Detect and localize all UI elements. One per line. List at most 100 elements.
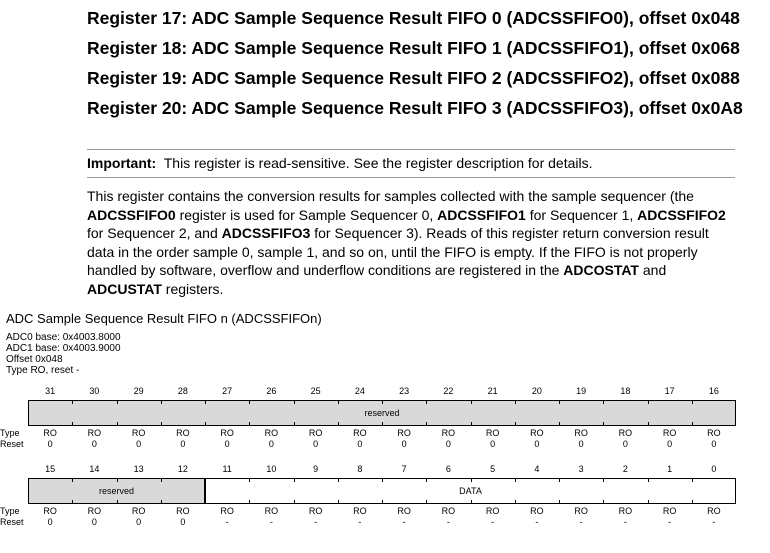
upper-bit-number: 29 — [133, 386, 144, 396]
lower-bit-tick — [514, 500, 516, 504]
lower-bit-number: 11 — [222, 464, 232, 474]
lower-bit-tick — [249, 500, 251, 504]
upper-bit-tick — [382, 422, 383, 426]
upper-bit-tick — [337, 422, 339, 426]
upper-bit-number: 22 — [443, 386, 454, 396]
upper-bit-tick — [647, 400, 649, 404]
lower-bit-tick — [249, 478, 251, 482]
upper-reset-value: 0 — [578, 439, 584, 449]
register-17-heading: Register 17: ADC Sample Sequence Result … — [87, 8, 740, 28]
offset-label: Offset 0x048 — [6, 354, 63, 365]
lower-bit-tick — [426, 478, 428, 482]
lower-bit-tick — [205, 500, 206, 504]
upper-bit-tick — [293, 400, 295, 404]
upper-bit-tick — [470, 400, 472, 404]
lower-bit-tick — [647, 500, 649, 504]
upper-reset-value: 0 — [534, 439, 540, 449]
lower-reset-value: - — [402, 517, 406, 527]
upper-bit-number: 23 — [399, 386, 410, 396]
upper-bit-tick — [116, 400, 118, 404]
lower-bit-number: 6 — [445, 464, 451, 474]
lower-bit-tick — [160, 500, 162, 504]
important-top-rule — [87, 149, 735, 150]
register-19-heading: Register 19: ADC Sample Sequence Result … — [87, 68, 740, 88]
lower-type-value: RO — [43, 506, 57, 516]
upper-reset-value: 0 — [445, 439, 451, 449]
lower-bit-number: 13 — [133, 464, 144, 474]
lower-type-value: RO — [353, 506, 367, 516]
lower-bit-number: 14 — [89, 464, 100, 474]
upper-bit-number: 24 — [354, 386, 365, 396]
important-text: This register is read-sensitive. See the… — [163, 155, 593, 171]
reg-name-ustat: ADCUSTAT — [87, 280, 162, 297]
register-20-heading: Register 20: ADC Sample Sequence Result … — [87, 98, 743, 118]
lower-type-value: RO — [397, 506, 411, 516]
lower-reset-value: - — [535, 517, 539, 527]
upper-type-value: RO — [618, 428, 633, 438]
lower-bit-tick — [116, 500, 118, 504]
lower-bit-tick — [691, 500, 693, 504]
upper-type-value: RO — [87, 428, 102, 438]
upper-reset-value: 0 — [622, 439, 628, 449]
upper-bit-number: 26 — [266, 386, 277, 396]
upper-type-label: Type — [0, 428, 20, 438]
lower-bit-tick — [293, 478, 295, 482]
lower-type-value: RO — [530, 506, 544, 516]
lower-type-value: RO — [662, 506, 677, 516]
lower-bit-tick — [160, 478, 162, 482]
upper-bit-tick — [603, 400, 605, 404]
upper-reset-value: 0 — [667, 439, 673, 449]
upper-reset-value: 0 — [490, 439, 496, 449]
upper-bit-tick — [691, 400, 693, 404]
lower-bit-tick — [116, 478, 118, 482]
upper-reset-value: 0 — [224, 439, 230, 449]
upper-reset-value: 0 — [711, 439, 717, 449]
lower-type-value: RO — [176, 506, 190, 516]
lower-bit-number: 0 — [711, 464, 717, 474]
adc0-base: ADC0 base: 0x4003.8000 — [6, 332, 121, 343]
lower-bit-tick — [72, 478, 74, 482]
lower-type-value: RO — [574, 506, 588, 516]
upper-bit-number: 18 — [620, 386, 631, 396]
lower-bit-tick — [514, 478, 516, 482]
upper-reset-value: 0 — [401, 439, 407, 449]
lower-type-value: RO — [707, 506, 721, 516]
important-note: Important: This register is read-sensiti… — [87, 154, 737, 172]
lower-bit-number: 2 — [622, 464, 628, 474]
upper-type-value: RO — [176, 428, 190, 438]
upper-bit-number: 25 — [310, 386, 321, 396]
lower-bit-number: 4 — [534, 464, 540, 474]
lower-reset-value: - — [446, 517, 450, 527]
lower-reset-value: - — [623, 517, 627, 527]
lower-bit-tick — [205, 478, 206, 482]
upper-type-value: RO — [353, 428, 367, 438]
lower-type-label: Type — [0, 506, 20, 516]
lower-type-value: RO — [264, 506, 279, 516]
upper-bit-number: 16 — [708, 386, 719, 396]
reg-name-fifo1: ADCSSFIFO1 — [437, 206, 526, 223]
upper-reset-value: 0 — [47, 439, 53, 449]
lower-reset-value: - — [225, 517, 229, 527]
upper-type-value: RO — [397, 428, 411, 438]
reg-name-fifo2: ADCSSFIFO2 — [637, 206, 726, 223]
upper-type-value: RO — [441, 428, 456, 438]
upper-bit-number: 20 — [531, 386, 542, 396]
register-18-heading: Register 18: ADC Sample Sequence Result … — [87, 38, 740, 58]
lower-bit-tick — [470, 478, 472, 482]
lower-bit-tick — [647, 478, 649, 482]
important-bottom-rule — [87, 177, 735, 178]
adc1-base: ADC1 base: 0x4003.9000 — [6, 343, 121, 354]
upper-bit-tick — [72, 422, 74, 426]
upper-bit-tick — [470, 422, 472, 426]
lower-reset-value: 0 — [47, 517, 53, 527]
lower-reset-value: 0 — [180, 517, 186, 527]
upper-bit-number: 21 — [487, 386, 498, 396]
lower-type-value: RO — [220, 506, 234, 516]
lower-type-value: RO — [308, 506, 323, 516]
lower-type-value: RO — [131, 506, 146, 516]
upper-bit-number: 28 — [177, 386, 188, 396]
upper-bit-tick — [559, 422, 560, 426]
lower-bit-number: 7 — [401, 464, 407, 474]
lower-bit-number: 8 — [357, 464, 363, 474]
upper-reset-value: 0 — [268, 439, 274, 449]
